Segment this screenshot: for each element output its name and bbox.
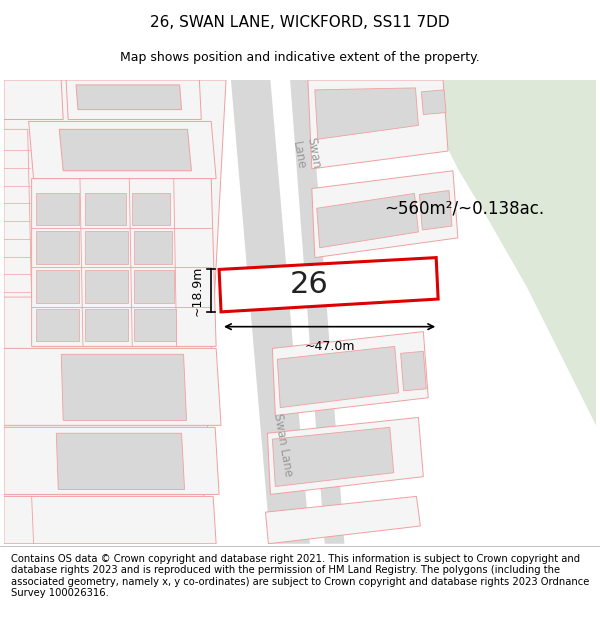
Polygon shape <box>4 80 226 544</box>
Polygon shape <box>35 271 79 303</box>
Polygon shape <box>317 194 418 248</box>
Polygon shape <box>134 271 174 303</box>
Polygon shape <box>265 496 421 544</box>
Polygon shape <box>4 348 221 426</box>
Polygon shape <box>4 129 32 297</box>
Polygon shape <box>35 309 79 341</box>
Polygon shape <box>421 90 446 114</box>
Polygon shape <box>4 428 219 494</box>
Polygon shape <box>231 80 310 544</box>
Polygon shape <box>312 171 458 258</box>
Text: Swan
Lane: Swan Lane <box>289 136 322 172</box>
Polygon shape <box>272 428 394 486</box>
Polygon shape <box>134 231 172 264</box>
Polygon shape <box>428 80 596 426</box>
Polygon shape <box>419 191 452 230</box>
Polygon shape <box>268 418 424 494</box>
Text: ~560m²/~0.138ac.: ~560m²/~0.138ac. <box>384 199 544 217</box>
Text: 26: 26 <box>290 270 328 299</box>
Polygon shape <box>76 85 182 109</box>
Polygon shape <box>308 80 448 169</box>
Polygon shape <box>315 88 418 139</box>
Polygon shape <box>85 194 127 225</box>
Text: Contains OS data © Crown copyright and database right 2021. This information is : Contains OS data © Crown copyright and d… <box>11 554 589 598</box>
Polygon shape <box>132 194 170 225</box>
Text: ~47.0m: ~47.0m <box>304 341 355 354</box>
Polygon shape <box>85 271 128 303</box>
Polygon shape <box>56 433 185 489</box>
Polygon shape <box>29 121 216 179</box>
Polygon shape <box>4 80 63 119</box>
Polygon shape <box>35 194 79 225</box>
Polygon shape <box>401 351 426 391</box>
Polygon shape <box>61 354 187 421</box>
Polygon shape <box>4 496 216 544</box>
Polygon shape <box>134 309 176 341</box>
Polygon shape <box>85 231 128 264</box>
Polygon shape <box>66 80 202 119</box>
Polygon shape <box>85 309 128 341</box>
Text: Swan Lane: Swan Lane <box>271 412 295 478</box>
Polygon shape <box>277 346 398 408</box>
Text: ~18.9m: ~18.9m <box>190 266 203 316</box>
Polygon shape <box>35 231 79 264</box>
Polygon shape <box>219 258 438 312</box>
Polygon shape <box>32 179 216 346</box>
Polygon shape <box>272 332 428 416</box>
Polygon shape <box>59 129 191 171</box>
Text: Map shows position and indicative extent of the property.: Map shows position and indicative extent… <box>120 51 480 64</box>
Polygon shape <box>4 496 34 544</box>
Text: 26, SWAN LANE, WICKFORD, SS11 7DD: 26, SWAN LANE, WICKFORD, SS11 7DD <box>150 15 450 30</box>
Polygon shape <box>290 80 344 544</box>
